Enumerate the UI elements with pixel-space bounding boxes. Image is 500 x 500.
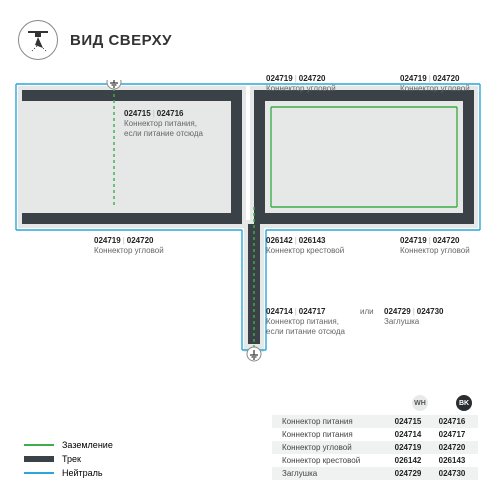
table-row: Коннектор угловой024719024720 bbox=[272, 441, 478, 454]
label-bl: 024719|024720Коннектор угловой bbox=[94, 236, 164, 256]
legend-swatch bbox=[24, 472, 54, 474]
table-row: Коннектор питания024715024716 bbox=[272, 415, 478, 428]
chip-wh: WH bbox=[412, 395, 428, 411]
label-br: 024719|024720Коннектор угловой bbox=[400, 236, 470, 256]
legend-row: Нейтраль bbox=[24, 468, 113, 478]
label-b_power: 024714|024717Коннектор питания,если пита… bbox=[266, 307, 345, 337]
top-view-icon bbox=[18, 20, 58, 60]
legend-row: Трек bbox=[24, 454, 113, 464]
label-b_plug: 024729|024730Заглушка bbox=[384, 307, 443, 327]
legend: Заземление Трек Нейтраль bbox=[24, 436, 113, 478]
label-l_power: 024715|024716Коннектор питания,если пита… bbox=[124, 109, 203, 139]
table-row: Коннектор крестовой026142026143 bbox=[272, 454, 478, 467]
label-cross: 026142|026143Коннектор крестовой bbox=[266, 236, 344, 256]
label-tr: 024719|024720Коннектор угловой bbox=[400, 74, 470, 94]
table-row: Заглушка024729024730 bbox=[272, 467, 478, 480]
legend-swatch bbox=[24, 456, 54, 462]
legend-label: Заземление bbox=[62, 440, 113, 450]
page-title: ВИД СВЕРХУ bbox=[70, 32, 172, 49]
sku-table: WHBKКоннектор питания024715024716Коннект… bbox=[272, 393, 478, 480]
label-tl: 024719|024720Коннектор угловой bbox=[266, 74, 336, 94]
header: ВИД СВЕРХУ bbox=[18, 20, 172, 60]
legend-label: Нейтраль bbox=[62, 468, 103, 478]
label-or_word: или bbox=[360, 307, 374, 317]
chip-bk: BK bbox=[456, 395, 472, 411]
table-row: Коннектор питания024714024717 bbox=[272, 428, 478, 441]
legend-label: Трек bbox=[62, 454, 81, 464]
legend-swatch bbox=[24, 444, 54, 446]
table-header: WH BK bbox=[272, 393, 478, 415]
legend-row: Заземление bbox=[24, 440, 113, 450]
